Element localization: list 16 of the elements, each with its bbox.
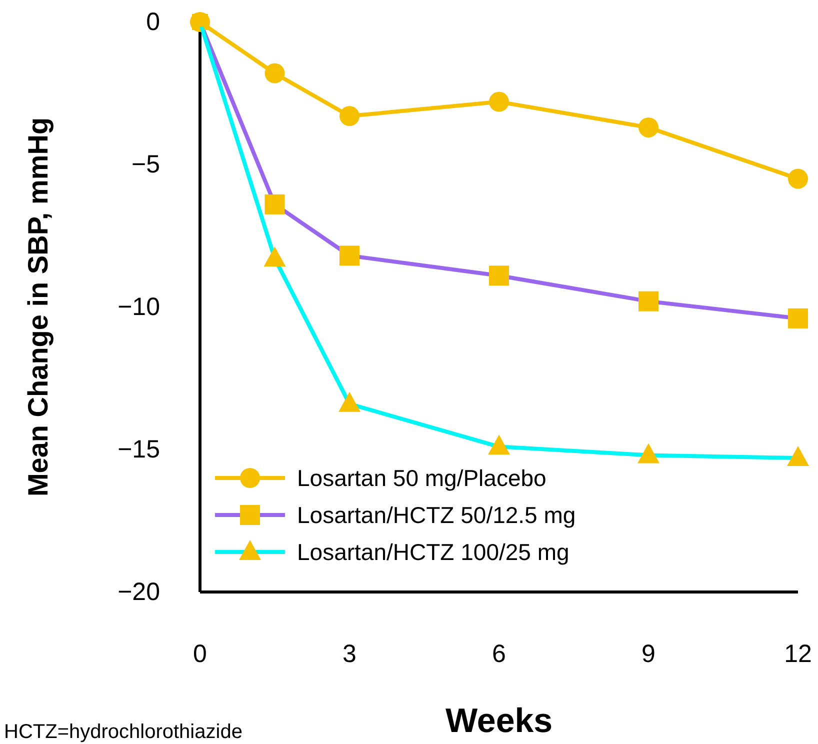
x-axis-title: Weeks	[445, 702, 553, 740]
y-tick-label: −10	[118, 293, 160, 321]
y-tick-label: 0	[146, 8, 160, 36]
x-tick-label: 6	[492, 640, 506, 668]
y-tick-label: −15	[118, 436, 160, 464]
text: HCTZ=hydrochlorothiazide	[4, 721, 242, 743]
x-tick-label: 3	[342, 640, 356, 668]
legend-label: Losartan/HCTZ 100/25 mg	[297, 539, 570, 565]
x-tick-label: 0	[193, 640, 207, 668]
legend-label: Losartan/HCTZ 50/12.5 mg	[297, 502, 576, 528]
x-tick-label: 12	[784, 640, 812, 668]
x-tick-label: 9	[642, 640, 656, 668]
y-tick-label: −5	[131, 150, 160, 178]
y-tick-label: −20	[118, 578, 160, 606]
legend-label: Losartan 50 mg/Placebo	[297, 465, 546, 491]
y-axis-title: Mean Change in SBP, mmHg	[22, 117, 54, 497]
